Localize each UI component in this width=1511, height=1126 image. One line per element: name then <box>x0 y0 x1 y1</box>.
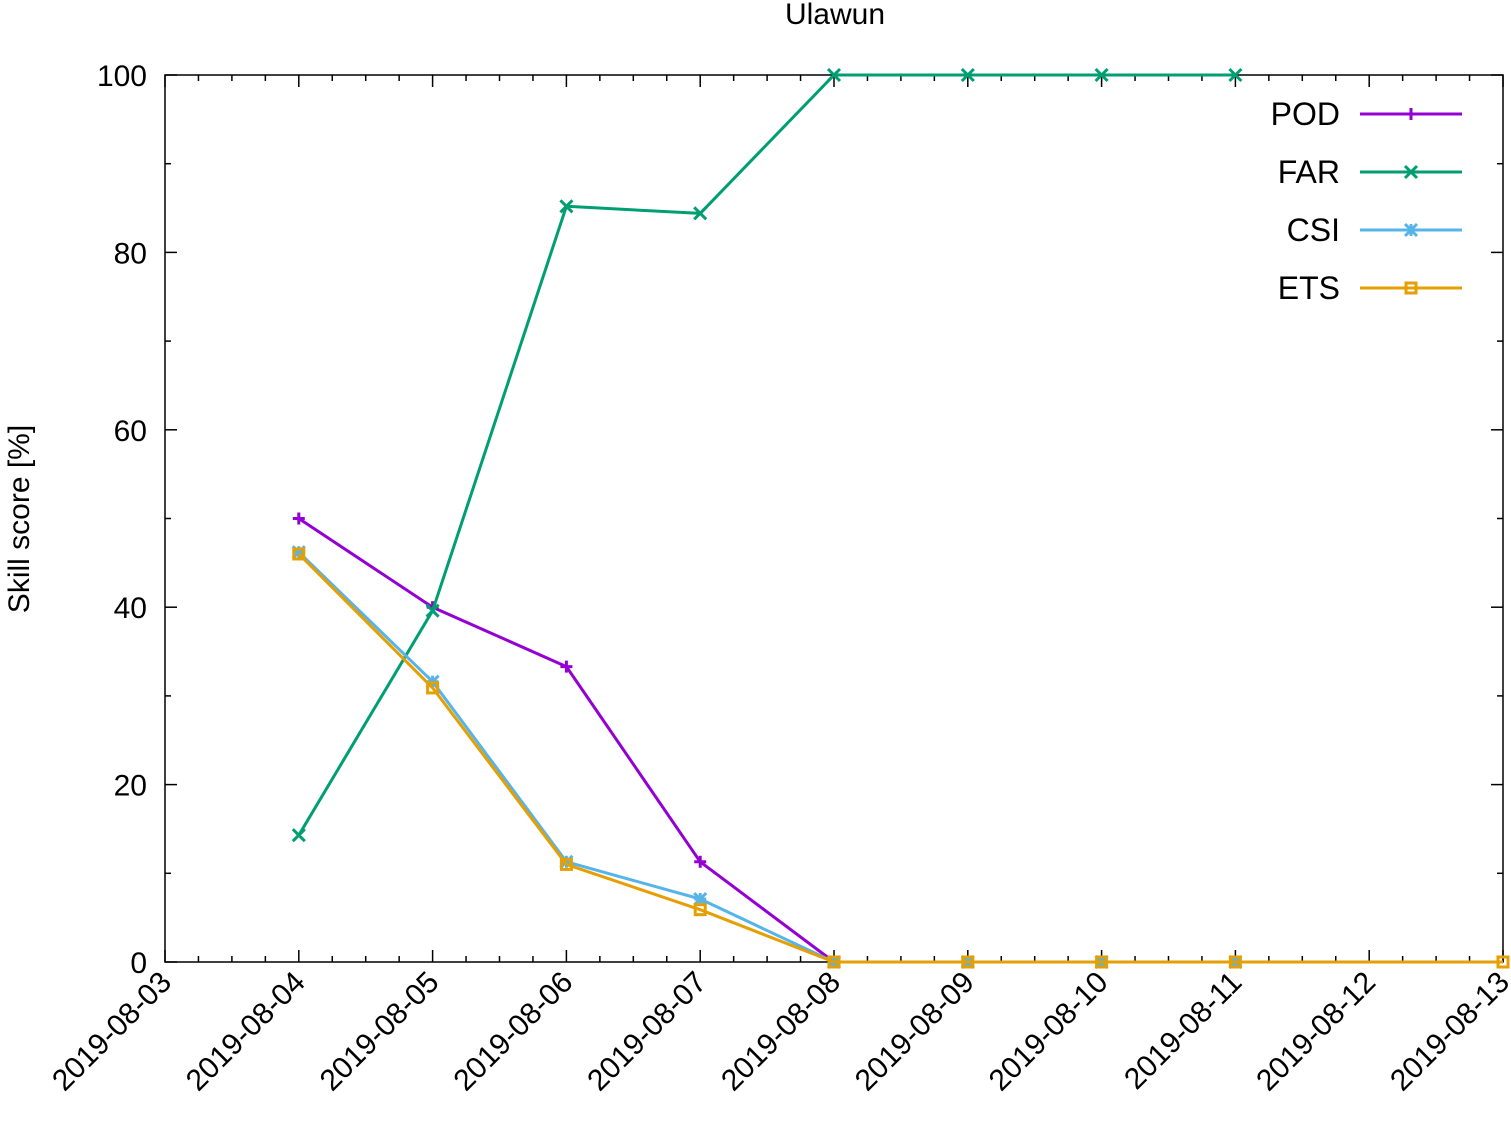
data-point-far-d2 <box>425 603 440 618</box>
legend-item-far: FAR <box>1278 154 1462 190</box>
data-point-ets <box>827 955 841 969</box>
y-tick-label: 20 <box>114 770 147 803</box>
data-point-far-d2 <box>291 828 306 843</box>
series-line-pod <box>297 517 835 964</box>
legend-marker-ets-box <box>1404 281 1418 295</box>
data-point-far-d2 <box>960 67 975 83</box>
x-tick-label: 2019-08-09 <box>849 966 981 1098</box>
legend-item-pod: POD <box>1271 96 1462 132</box>
x-tick-label: 2019-08-10 <box>983 966 1115 1098</box>
x-tick-label: 2019-08-06 <box>447 966 579 1098</box>
legend-marker-csi <box>1403 222 1419 238</box>
data-point-pod <box>292 512 305 525</box>
legend-marker-pod <box>1405 108 1417 120</box>
data-point-far-d2 <box>826 67 842 83</box>
data-point-ets <box>1496 955 1510 969</box>
data-point-far-d2 <box>1228 67 1243 83</box>
data-point-ets-box <box>1496 955 1510 969</box>
data-point-ets-box <box>1095 955 1109 969</box>
data-point-ets <box>961 955 975 969</box>
data-point-ets <box>1228 955 1242 969</box>
data-point-far <box>826 67 842 83</box>
legend-label-ets: ETS <box>1278 270 1340 306</box>
series-pod <box>292 512 840 968</box>
y-tick-label: 0 <box>130 947 147 980</box>
data-point-far <box>1094 67 1109 83</box>
y-axis-title: Skill score [%] <box>3 425 36 613</box>
y-tick-label: 80 <box>114 237 147 270</box>
data-point-pod <box>694 855 707 868</box>
plot-frame <box>164 74 1504 963</box>
legend-marker-far <box>1403 164 1419 180</box>
data-point-ets <box>559 857 573 871</box>
series-line-far <box>297 73 1236 836</box>
chart-title: Ulawun <box>785 0 885 31</box>
x-tick-label: 2019-08-11 <box>1118 966 1248 1096</box>
legend-item-csi: CSI <box>1287 212 1462 248</box>
series-ets <box>292 547 1510 969</box>
data-point-ets-box <box>1228 955 1242 969</box>
data-point-csi-d2 <box>693 891 708 907</box>
series-far <box>291 67 1243 843</box>
series-line-csi <box>297 551 1236 964</box>
x-tick-label: 2019-08-07 <box>581 966 713 1098</box>
data-point-far <box>693 206 708 221</box>
x-tick-label: 2019-08-03 <box>46 966 178 1098</box>
x-tick-label: 2019-08-05 <box>314 966 446 1098</box>
data-point-ets-box <box>426 681 440 695</box>
x-tick-label: 2019-08-13 <box>1384 966 1511 1098</box>
legend-label-pod: POD <box>1271 96 1340 132</box>
legend-marker-ets <box>1404 281 1418 295</box>
data-point-ets <box>426 681 440 695</box>
data-point-ets-box <box>292 547 306 561</box>
data-point-ets <box>1095 955 1109 969</box>
data-point-far <box>1228 67 1243 83</box>
legend-item-ets: ETS <box>1278 270 1462 306</box>
y-tick-label: 60 <box>114 415 147 448</box>
y-tick-label: 100 <box>97 60 147 93</box>
x-tick-label: 2019-08-12 <box>1250 966 1382 1098</box>
x-tick-label: 2019-08-04 <box>180 966 312 1098</box>
legend-label-far: FAR <box>1278 154 1340 190</box>
data-point-far <box>425 603 440 618</box>
data-point-ets-box <box>693 903 707 917</box>
legend-marker-csi-d2 <box>1403 222 1419 238</box>
data-point-far-d2 <box>1094 67 1109 83</box>
legend-marker-far-d2 <box>1403 164 1419 180</box>
series-line-ets <box>297 552 1503 964</box>
legend-label-csi: CSI <box>1287 212 1340 248</box>
data-point-ets-box <box>961 955 975 969</box>
data-point-far-d2 <box>559 199 574 214</box>
x-tick-label: 2019-08-08 <box>715 966 847 1098</box>
data-point-ets <box>693 903 707 917</box>
data-point-ets-box <box>827 955 841 969</box>
data-point-ets <box>292 547 306 561</box>
data-point-far <box>960 67 975 83</box>
data-point-far <box>291 828 306 843</box>
data-point-far <box>559 199 574 214</box>
legend: POD FAR CSI ETS <box>1271 96 1462 306</box>
y-tick-label: 40 <box>114 592 147 625</box>
data-point-far-d2 <box>693 206 708 221</box>
data-point-ets-box <box>559 857 573 871</box>
data-point-pod <box>560 660 573 673</box>
data-point-csi <box>693 891 708 907</box>
